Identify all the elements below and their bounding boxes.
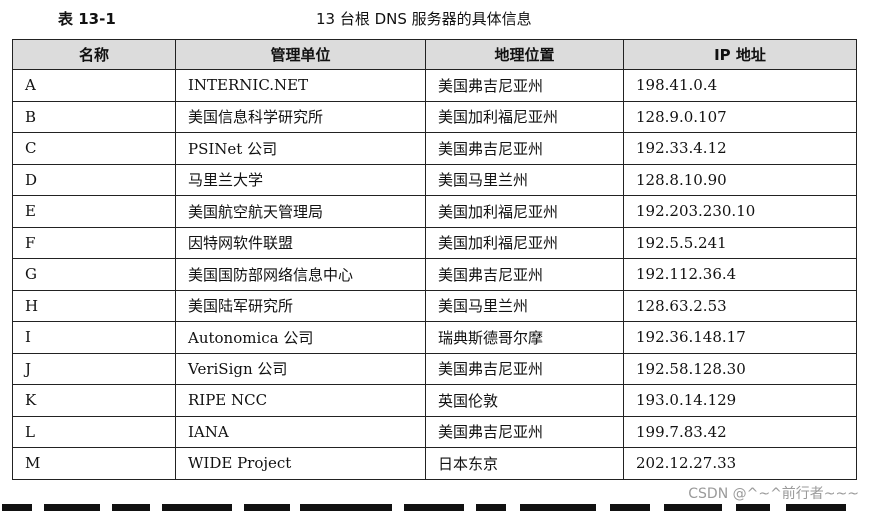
- table-row: K RIPE NCC 英国伦敦 193.0.14.129: [12, 384, 857, 417]
- cropped-text-line: [0, 504, 871, 511]
- server-name-cell: J: [12, 352, 176, 385]
- ip-address-cell: 192.58.128.30: [623, 352, 857, 385]
- location-cell: 美国弗吉尼亚州: [425, 132, 624, 165]
- column-header-name: 名称: [12, 39, 176, 70]
- location-cell: 美国马里兰州: [425, 163, 624, 196]
- operator-cell: WIDE Project: [175, 447, 426, 480]
- table-caption: 表 13-1 13 台根 DNS 服务器的具体信息: [0, 6, 871, 32]
- server-name-cell: I: [12, 321, 176, 354]
- server-name-cell: B: [12, 100, 176, 133]
- ip-address-cell: 199.7.83.42: [623, 415, 857, 448]
- location-cell: 日本东京: [425, 447, 624, 480]
- column-header-operator: 管理单位: [175, 39, 426, 70]
- server-name-cell: D: [12, 163, 176, 196]
- table-row: J VeriSign 公司 美国弗吉尼亚州 192.58.128.30: [12, 352, 857, 385]
- table-row: L IANA 美国弗吉尼亚州 199.7.83.42: [12, 415, 857, 448]
- operator-cell: 美国航空航天管理局: [175, 195, 426, 228]
- server-name-cell: G: [12, 258, 176, 291]
- ip-address-cell: 128.8.10.90: [623, 163, 857, 196]
- location-cell: 美国加利福尼亚州: [425, 226, 624, 259]
- operator-cell: VeriSign 公司: [175, 352, 426, 385]
- table-row: E 美国航空航天管理局 美国加利福尼亚州 192.203.230.10: [12, 195, 857, 228]
- server-name-cell: H: [12, 289, 176, 322]
- operator-cell: INTERNIC.NET: [175, 69, 426, 102]
- server-name-cell: C: [12, 132, 176, 165]
- location-cell: 美国弗吉尼亚州: [425, 352, 624, 385]
- ip-address-cell: 198.41.0.4: [623, 69, 857, 102]
- ip-address-cell: 192.36.148.17: [623, 321, 857, 354]
- server-name-cell: K: [12, 384, 176, 417]
- ip-address-cell: 193.0.14.129: [623, 384, 857, 417]
- table-row: C PSINet 公司 美国弗吉尼亚州 192.33.4.12: [12, 132, 857, 165]
- location-cell: 瑞典斯德哥尔摩: [425, 321, 624, 354]
- server-name-cell: A: [12, 69, 176, 102]
- table-row: A INTERNIC.NET 美国弗吉尼亚州 198.41.0.4: [12, 69, 857, 102]
- operator-cell: PSINet 公司: [175, 132, 426, 165]
- table-row: D 马里兰大学 美国马里兰州 128.8.10.90: [12, 163, 857, 196]
- operator-cell: IANA: [175, 415, 426, 448]
- ip-address-cell: 202.12.27.33: [623, 447, 857, 480]
- ip-address-cell: 192.5.5.241: [623, 226, 857, 259]
- column-header-ip-address: IP 地址: [623, 39, 857, 70]
- ip-address-cell: 192.112.36.4: [623, 258, 857, 291]
- server-name-cell: F: [12, 226, 176, 259]
- root-dns-server-table: 名称 管理单位 地理位置 IP 地址 A INTERNIC.NET 美国弗吉尼亚州 1…: [12, 39, 857, 480]
- table-number: 表 13-1: [58, 10, 116, 28]
- csdn-watermark: CSDN @^~^前行者~~~: [688, 486, 859, 502]
- server-name-cell: E: [12, 195, 176, 228]
- table-row: I Autonomica 公司 瑞典斯德哥尔摩 192.36.148.17: [12, 321, 857, 354]
- location-cell: 美国加利福尼亚州: [425, 195, 624, 228]
- operator-cell: 因特网软件联盟: [175, 226, 426, 259]
- table-row: H 美国陆军研究所 美国马里兰州 128.63.2.53: [12, 289, 857, 322]
- location-cell: 美国弗吉尼亚州: [425, 415, 624, 448]
- operator-cell: 马里兰大学: [175, 163, 426, 196]
- ip-address-cell: 128.63.2.53: [623, 289, 857, 322]
- server-name-cell: M: [12, 447, 176, 480]
- column-header-location: 地理位置: [425, 39, 624, 70]
- ip-address-cell: 192.203.230.10: [623, 195, 857, 228]
- table-header-row: 名称 管理单位 地理位置 IP 地址: [12, 39, 857, 70]
- ip-address-cell: 128.9.0.107: [623, 100, 857, 133]
- table-row: B 美国信息科学研究所 美国加利福尼亚州 128.9.0.107: [12, 100, 857, 133]
- operator-cell: 美国信息科学研究所: [175, 100, 426, 133]
- location-cell: 美国马里兰州: [425, 289, 624, 322]
- operator-cell: Autonomica 公司: [175, 321, 426, 354]
- operator-cell: 美国国防部网络信息中心: [175, 258, 426, 291]
- operator-cell: RIPE NCC: [175, 384, 426, 417]
- ip-address-cell: 192.33.4.12: [623, 132, 857, 165]
- server-name-cell: L: [12, 415, 176, 448]
- table-row: M WIDE Project 日本东京 202.12.27.33: [12, 447, 857, 480]
- table-row: F 因特网软件联盟 美国加利福尼亚州 192.5.5.241: [12, 226, 857, 259]
- location-cell: 英国伦敦: [425, 384, 624, 417]
- table-title: 13 台根 DNS 服务器的具体信息: [316, 10, 532, 28]
- location-cell: 美国弗吉尼亚州: [425, 258, 624, 291]
- location-cell: 美国加利福尼亚州: [425, 100, 624, 133]
- location-cell: 美国弗吉尼亚州: [425, 69, 624, 102]
- table-row: G 美国国防部网络信息中心 美国弗吉尼亚州 192.112.36.4: [12, 258, 857, 291]
- operator-cell: 美国陆军研究所: [175, 289, 426, 322]
